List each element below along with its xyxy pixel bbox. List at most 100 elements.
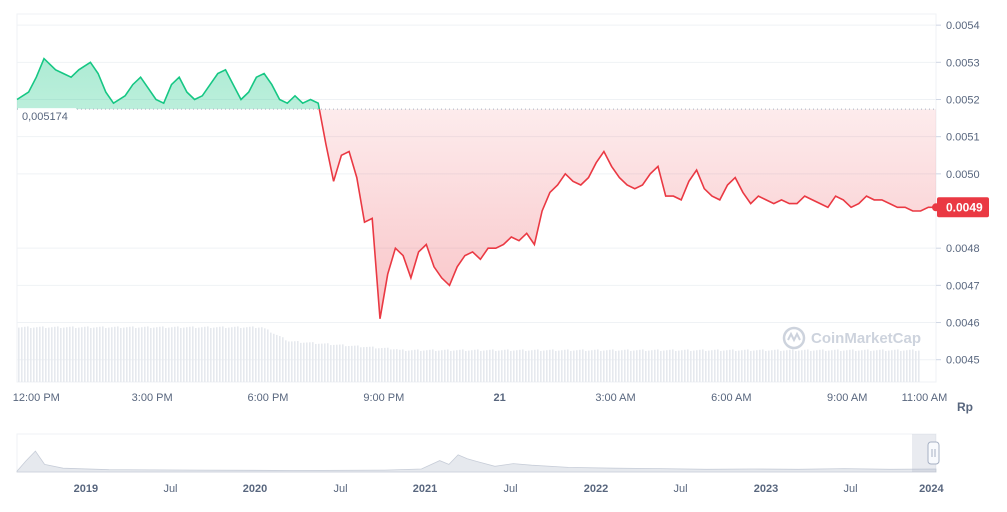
volume-bar bbox=[543, 350, 545, 382]
navigator-label: 2023 bbox=[754, 483, 778, 495]
volume-bar bbox=[153, 327, 155, 382]
volume-bar bbox=[537, 349, 539, 382]
volume-bar bbox=[126, 327, 128, 382]
volume-bar bbox=[492, 349, 494, 382]
navigator-label: 2024 bbox=[919, 483, 944, 495]
volume-bar bbox=[789, 349, 791, 382]
volume-bar bbox=[525, 351, 527, 382]
price-point bbox=[864, 194, 868, 198]
price-point bbox=[502, 242, 506, 246]
price-point bbox=[355, 176, 359, 180]
volume-bar bbox=[96, 327, 98, 382]
volume-bar bbox=[66, 327, 68, 382]
reference-price-label: 0,005174 bbox=[22, 111, 68, 123]
time-range-navigator[interactable]: 2019 Jul 2020 Jul 2021 Jul 2022 Jul 2023 Jul 2024 bbox=[16, 433, 945, 495]
price-point bbox=[849, 205, 853, 209]
volume-bar bbox=[243, 327, 245, 382]
volume-bar bbox=[189, 326, 191, 382]
volume-bar bbox=[330, 345, 332, 382]
volume-bar bbox=[231, 327, 233, 382]
volume-bar bbox=[312, 342, 314, 382]
price-point bbox=[756, 194, 760, 198]
price-point bbox=[718, 198, 722, 202]
price-line-above-reference bbox=[16, 57, 321, 110]
volume-bar bbox=[675, 351, 677, 382]
volume-bar bbox=[195, 328, 197, 382]
volume-bar bbox=[114, 326, 116, 382]
volume-bar bbox=[777, 349, 779, 382]
volume-bar bbox=[423, 350, 425, 382]
y-tick-label: 0.0052 bbox=[946, 94, 980, 106]
price-point bbox=[772, 202, 776, 206]
volume-bar bbox=[81, 327, 83, 382]
volume-bar bbox=[792, 349, 794, 382]
price-point bbox=[540, 209, 544, 213]
price-point bbox=[919, 209, 923, 213]
navigator-label: Jul bbox=[844, 483, 858, 495]
volume-bar bbox=[261, 327, 263, 382]
price-point bbox=[834, 194, 838, 198]
volume-bar bbox=[570, 351, 572, 382]
price-point bbox=[571, 179, 575, 183]
price-point bbox=[185, 90, 189, 94]
volume-bar bbox=[822, 349, 824, 382]
price-point bbox=[586, 176, 590, 180]
volume-bar bbox=[396, 349, 398, 382]
price-point bbox=[77, 68, 81, 72]
price-point bbox=[112, 101, 116, 105]
price-point bbox=[625, 183, 629, 187]
y-axis: 0.0054 0.0053 0.0052 0.0051 0.0050 0.0048 0.00… bbox=[936, 20, 980, 367]
volume-bar bbox=[120, 328, 122, 382]
volume-bar bbox=[267, 329, 269, 382]
volume-bar bbox=[906, 350, 908, 382]
price-point bbox=[702, 187, 706, 191]
volume-bar bbox=[285, 340, 287, 382]
volume-bar bbox=[369, 346, 371, 382]
price-point bbox=[409, 276, 413, 280]
current-price-tag bbox=[937, 197, 989, 218]
volume-bar bbox=[99, 326, 101, 382]
volume-bar bbox=[609, 349, 611, 382]
price-point bbox=[602, 150, 606, 154]
volume-bar bbox=[366, 346, 368, 382]
volume-bar bbox=[621, 350, 623, 382]
volume-bar bbox=[816, 350, 818, 382]
volume-bar bbox=[159, 326, 161, 382]
price-point bbox=[208, 83, 212, 87]
volume-bar bbox=[507, 349, 509, 382]
navigator-label: Jul bbox=[503, 483, 517, 495]
volume-bar bbox=[204, 326, 206, 382]
price-point bbox=[656, 164, 660, 168]
price-point bbox=[710, 194, 714, 198]
volume-bar bbox=[705, 351, 707, 382]
price-point bbox=[926, 205, 930, 209]
volume-bar bbox=[183, 327, 185, 382]
volume-bar bbox=[186, 327, 188, 382]
price-point bbox=[104, 90, 108, 94]
navigator-handle[interactable] bbox=[927, 441, 940, 465]
volume-bar bbox=[48, 327, 50, 382]
volume-bar bbox=[759, 349, 761, 382]
volume-bar bbox=[750, 351, 752, 382]
volume-bar bbox=[402, 349, 404, 382]
volume-bar bbox=[552, 349, 554, 382]
volume-bar bbox=[270, 332, 272, 382]
volume-bar bbox=[303, 342, 305, 382]
volume-bar bbox=[729, 349, 731, 382]
volume-bar bbox=[495, 351, 497, 382]
volume-bar bbox=[627, 349, 629, 382]
price-point bbox=[177, 75, 181, 79]
price-point bbox=[131, 83, 135, 87]
volume-bar bbox=[561, 350, 563, 382]
price-point bbox=[633, 187, 637, 191]
price-point bbox=[378, 317, 382, 321]
volume-bar bbox=[69, 326, 71, 382]
volume-bar bbox=[378, 348, 380, 382]
volume-bar bbox=[540, 351, 542, 382]
volume-bar bbox=[177, 326, 179, 382]
price-point bbox=[888, 202, 892, 206]
volume-bar bbox=[747, 349, 749, 382]
y-tick-label: 0.0047 bbox=[946, 280, 980, 292]
volume-bar bbox=[708, 350, 710, 382]
